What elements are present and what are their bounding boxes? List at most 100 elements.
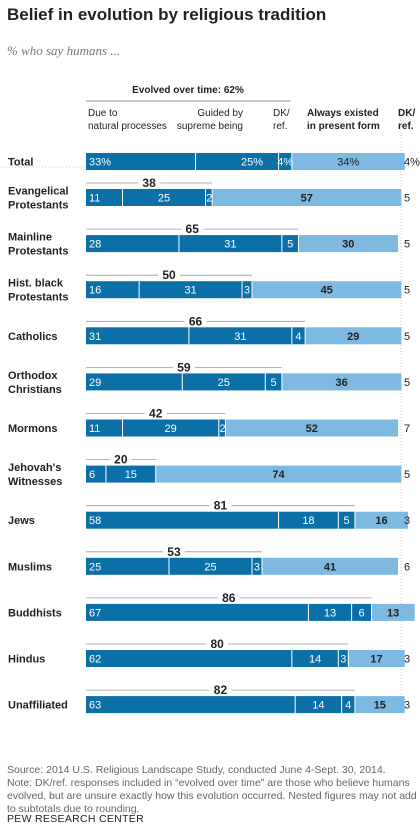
bar-guided: [182, 373, 266, 391]
label-natural: 11: [89, 193, 100, 205]
label-natural: 58: [89, 515, 101, 527]
subtotal-value: 20: [114, 453, 128, 467]
label-guided: 18: [302, 515, 314, 527]
label-dk1: 2: [220, 423, 226, 435]
row-jews: Jews 58 18 5 16 3 81: [8, 498, 410, 529]
label-natural: 62: [89, 654, 101, 666]
label-dk2: 7: [404, 423, 410, 435]
subtotal-bg: [206, 637, 229, 649]
subtotal-bg: [162, 544, 185, 557]
bar-always: [291, 153, 405, 170]
label-guided: 25: [158, 193, 170, 205]
chart-rows: Total 33% 25% 4% 34% 4% Evangelical Protestants…: [8, 153, 420, 714]
category-label: Hindus: [8, 654, 45, 666]
stacked-bar-chart: Evolved over time: 62% Due to natural proc…: [0, 85, 420, 714]
row-mainline-protestants: Mainline Protestants 28 31 5 30 5 65: [8, 222, 410, 258]
bar-guided: [308, 603, 352, 621]
bar-dk1: [205, 189, 213, 206]
bar-dk1: [338, 650, 349, 667]
label-dk2: 5: [404, 193, 410, 205]
bar-natural: [86, 153, 196, 170]
label-dk1: 5: [344, 515, 350, 527]
label-dk2: 5: [404, 239, 410, 251]
row-jehovah-s-witnesses: Jehovah's Witnesses 6 15 74 5 20: [8, 452, 410, 488]
subtotal-value: 65: [186, 222, 200, 236]
bar-always: [298, 235, 399, 253]
label-dk1: 5: [271, 377, 277, 389]
guided-header-line1: Guided by: [197, 108, 243, 119]
subtotal-value: 38: [142, 176, 156, 190]
label-dk2: 5: [404, 285, 410, 297]
subtotal-value: 80: [210, 637, 224, 651]
label-always: 41: [324, 561, 336, 573]
bar-guided: [188, 327, 292, 345]
subtotal-bg: [158, 268, 180, 281]
chart-footer: Source: 2014 U.S. Religious Landscape St…: [7, 764, 417, 816]
always-header-line1: Always existed: [307, 108, 379, 119]
category-label: Buddhists: [8, 607, 62, 619]
label-natural: 11: [89, 423, 100, 435]
bar-dk1: [341, 696, 355, 714]
bar-guided: [291, 650, 339, 667]
label-dk2: 4%: [404, 157, 420, 169]
label-dk2: 6: [404, 561, 410, 573]
label-guided: 25%: [241, 157, 263, 169]
bar-always: [281, 373, 402, 391]
label-dk1: 2: [206, 193, 212, 205]
category-label-line1: Orthodox: [8, 370, 58, 382]
label-dk2: 3: [404, 654, 410, 666]
subtotal-value: 66: [189, 314, 203, 328]
always-header-line2: in present form: [307, 121, 380, 132]
row-muslims: Muslims 25 25 3 41 6 53: [8, 544, 410, 575]
bar-guided: [122, 419, 219, 437]
row-mormons: Mormons 11 29 2 52 7 42: [8, 406, 410, 437]
subtotal-value: 86: [222, 591, 236, 605]
label-natural: 29: [89, 377, 101, 389]
label-dk1: 4: [345, 700, 351, 712]
label-dk2: 5: [404, 469, 410, 481]
column-headers: Evolved over time: 62% Due to natural proc…: [0, 85, 420, 708]
bar-dk1: [252, 557, 262, 575]
label-always: 13: [387, 607, 399, 619]
dk1-header-line1: DK/: [273, 108, 290, 119]
row-unaffiliated: Unaffiliated 63 14 4 15 3 82: [8, 683, 410, 714]
bar-dk1: [281, 235, 299, 253]
bar-natural: [86, 696, 296, 714]
label-always: 45: [321, 285, 333, 297]
label-dk2: 5: [404, 377, 410, 389]
subtotal-value: 50: [162, 268, 176, 282]
row-orthodox-christians: Orthodox Christians 29 25 5 36 5 59: [8, 360, 410, 396]
bar-guided: [178, 235, 282, 253]
subtotal-bg: [172, 360, 195, 373]
label-guided: 31: [184, 285, 196, 297]
subtotal-bg: [209, 498, 232, 511]
subtotal-value: 42: [149, 407, 163, 421]
label-dk2: 5: [404, 331, 410, 343]
label-guided: 14: [312, 700, 324, 712]
label-guided: 14: [309, 654, 321, 666]
row-hist-black-protestants: Hist. black Protestants 16 31 3 45 5 50: [8, 268, 410, 304]
label-always: 17: [370, 654, 382, 666]
bar-always: [252, 281, 402, 299]
bar-always: [371, 603, 415, 621]
bar-natural: [86, 281, 140, 299]
bar-always: [155, 465, 402, 483]
label-always: 52: [306, 423, 318, 435]
bar-dk1: [291, 327, 306, 345]
category-label: Jews: [8, 515, 35, 527]
brand-label: PEW RESEARCH CENTER: [7, 813, 144, 825]
label-dk1: 4%: [277, 157, 293, 169]
bar-guided: [295, 696, 342, 714]
category-label: Muslims: [8, 561, 52, 573]
subtotal-bg: [209, 683, 232, 696]
label-guided: 13: [324, 607, 336, 619]
category-label-line1: Jehovah's: [8, 462, 61, 474]
bar-natural: [86, 373, 183, 391]
label-natural: 28: [89, 239, 101, 251]
bar-guided: [105, 465, 156, 483]
label-natural: 25: [89, 561, 101, 573]
label-always: 36: [336, 377, 348, 389]
bar-natural: [86, 603, 309, 621]
bar-natural: [86, 650, 292, 667]
subtotal-bg: [144, 406, 167, 419]
